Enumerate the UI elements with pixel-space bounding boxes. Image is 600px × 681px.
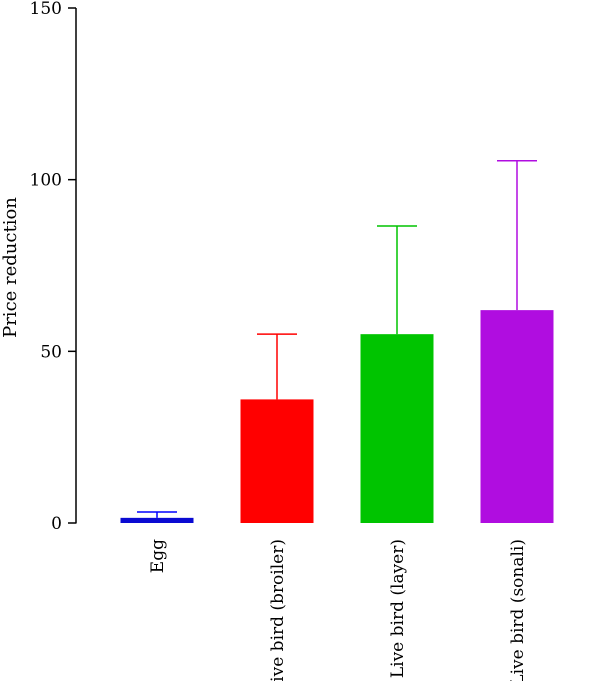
bar — [240, 399, 314, 523]
x-axis-labels: Egg Live bird (broiler) Live bird (layer) L… — [148, 539, 528, 681]
x-tick-label: Egg — [148, 539, 168, 573]
bar — [120, 517, 194, 523]
y-axis: 0 50 100 150 — [30, 0, 77, 534]
x-tick-label: Live bird (layer) — [388, 539, 408, 678]
y-tick-label: 0 — [51, 514, 62, 534]
y-tick-label: 50 — [40, 342, 62, 362]
bar — [360, 334, 434, 523]
y-tick-label: 150 — [30, 0, 62, 19]
error-bars-group — [137, 160, 537, 518]
x-tick-label: Live bird (sonali) — [508, 539, 528, 681]
y-tick-label: 100 — [30, 171, 62, 191]
bar — [480, 310, 554, 523]
bars-group — [120, 310, 554, 523]
x-tick-label: Live bird (broiler) — [268, 539, 288, 681]
y-axis-title: Price reduction — [0, 197, 21, 338]
